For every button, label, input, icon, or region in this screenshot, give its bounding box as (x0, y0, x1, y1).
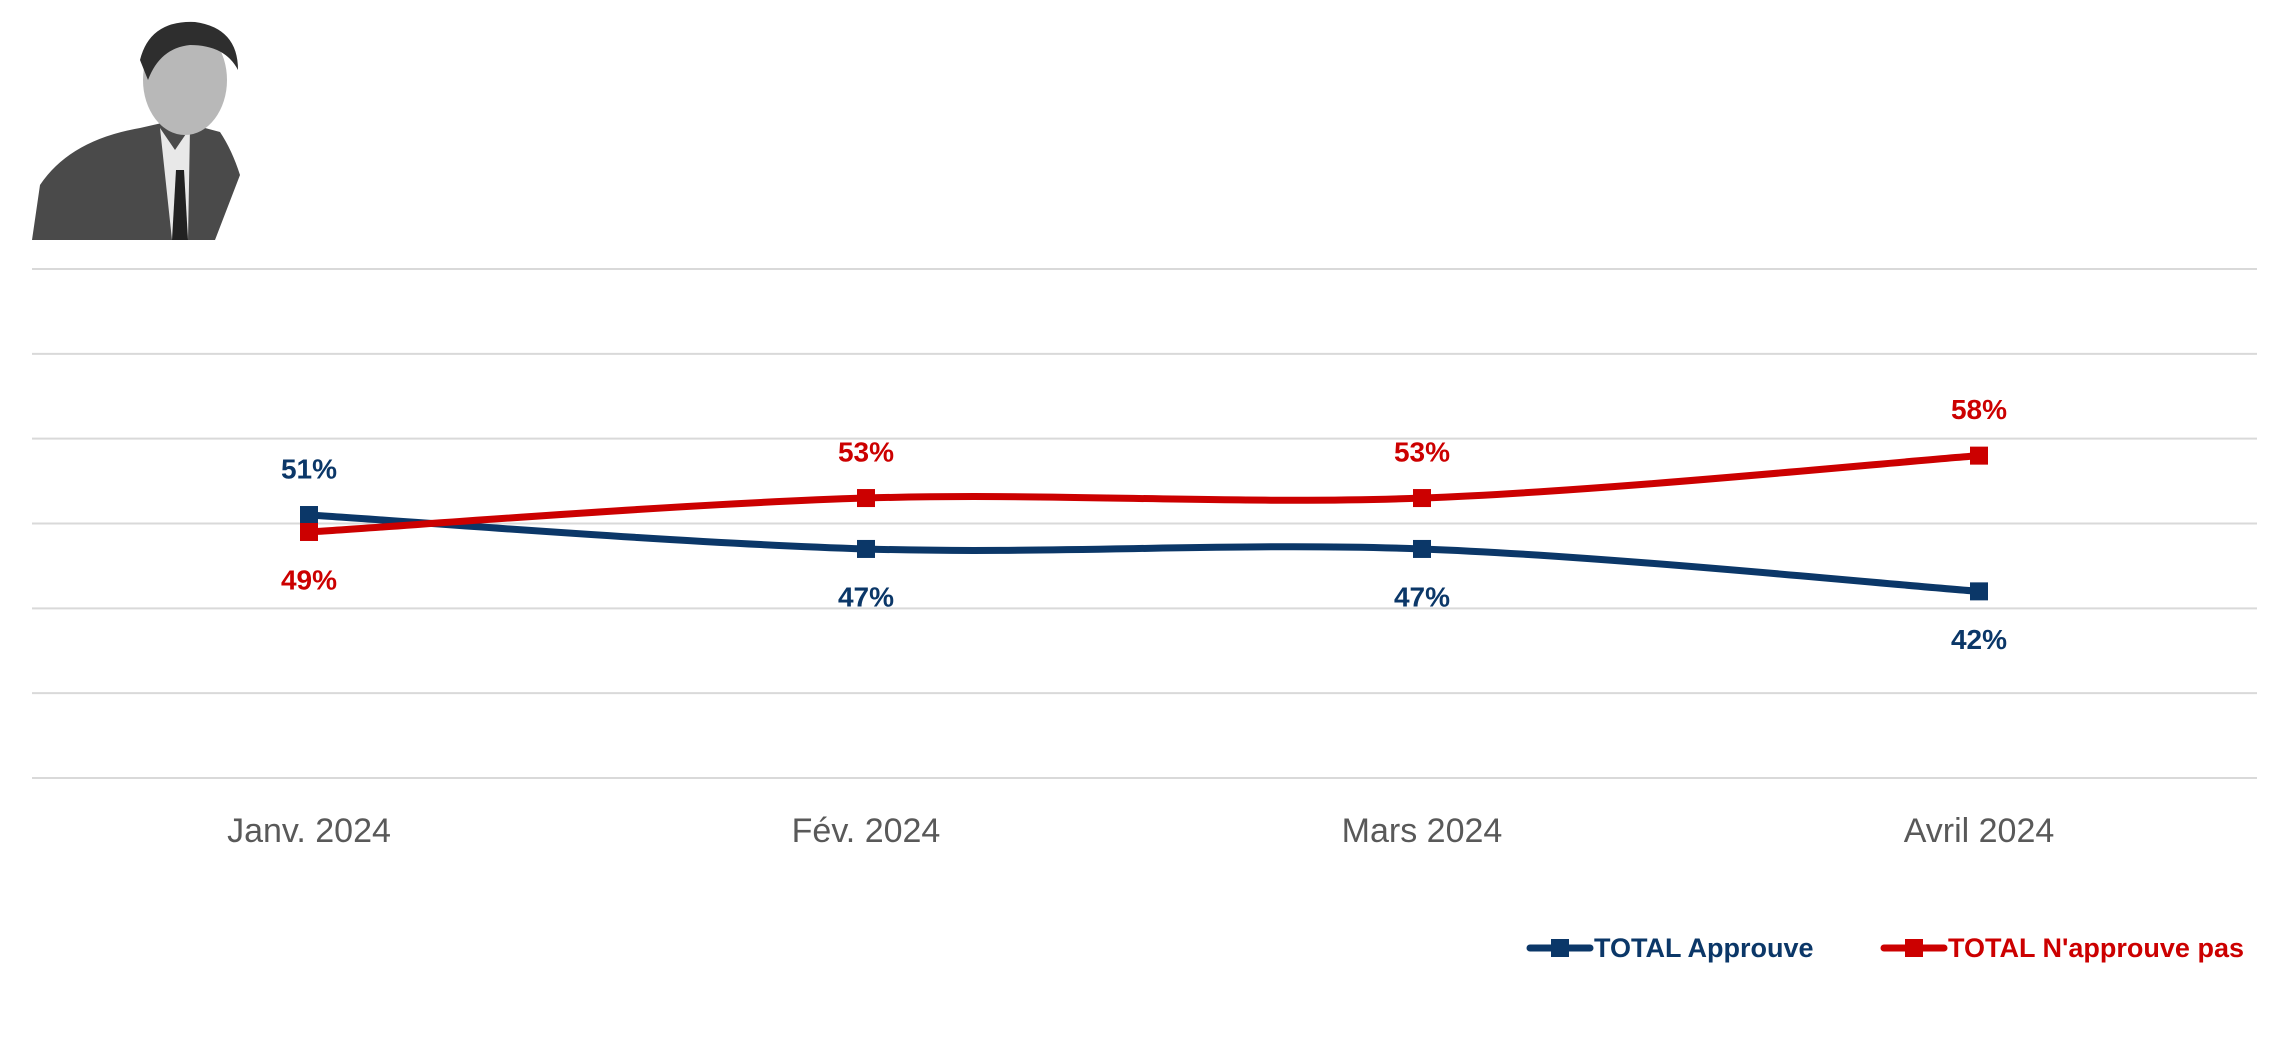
legend-swatch-marker (1551, 939, 1569, 957)
data-label: 58% (1951, 394, 2007, 425)
data-label: 51% (281, 453, 337, 484)
legend-label: TOTAL Approuve (1594, 933, 1814, 963)
x-tick-label: Mars 2024 (1342, 812, 1503, 850)
marker (1413, 539, 1431, 558)
marker (857, 539, 875, 558)
marker (857, 489, 875, 508)
marker (300, 522, 318, 541)
legend-label: TOTAL N'approuve pas (1948, 933, 2244, 963)
series-line (308, 511, 1980, 595)
marker (1970, 446, 1988, 465)
marker (300, 506, 318, 525)
x-tick-label: Avril 2024 (1904, 812, 2055, 850)
data-label: 42% (1951, 624, 2007, 655)
data-label: 49% (281, 564, 337, 595)
data-label: 47% (1394, 581, 1450, 612)
data-label: 53% (1394, 436, 1450, 467)
x-tick-label: Janv. 2024 (227, 812, 391, 850)
data-label: 47% (838, 581, 894, 612)
data-label: 53% (838, 436, 894, 467)
legend-swatch-marker (1905, 939, 1923, 957)
portrait (32, 21, 240, 240)
series-line (308, 452, 1980, 536)
x-tick-label: Fév. 2024 (792, 812, 941, 850)
marker (1970, 582, 1988, 601)
marker (1413, 489, 1431, 508)
